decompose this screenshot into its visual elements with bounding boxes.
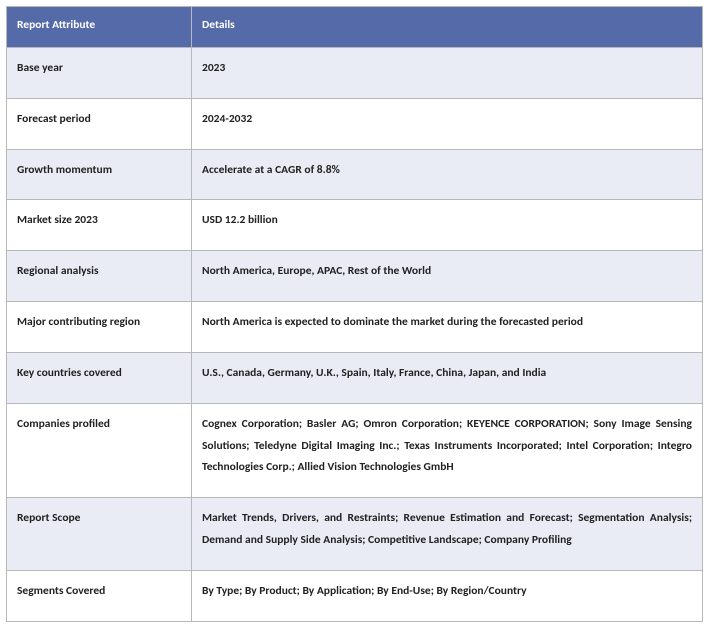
table-row: Major contributing region North America … xyxy=(7,302,703,353)
row-details: North America is expected to dominate th… xyxy=(192,302,703,353)
table-body: Base year 2023 Forecast period 2024-2032… xyxy=(7,47,703,621)
row-details: Market Trends, Drivers, and Restraints; … xyxy=(192,498,703,571)
table-row: Report Scope Market Trends, Drivers, and… xyxy=(7,498,703,571)
table-header-row: Report Attribute Details xyxy=(7,7,703,48)
row-attribute: Companies profiled xyxy=(7,403,192,498)
header-attribute: Report Attribute xyxy=(7,7,192,48)
row-details: 2024-2032 xyxy=(192,98,703,149)
table-row: Segments Covered By Type; By Product; By… xyxy=(7,570,703,621)
row-details: Accelerate at a CAGR of 8.8% xyxy=(192,149,703,200)
row-attribute: Key countries covered xyxy=(7,352,192,403)
row-attribute: Report Scope xyxy=(7,498,192,571)
row-details: U.S., Canada, Germany, U.K., Spain, Ital… xyxy=(192,352,703,403)
row-attribute: Segments Covered xyxy=(7,570,192,621)
row-attribute: Forecast period xyxy=(7,98,192,149)
row-attribute: Growth momentum xyxy=(7,149,192,200)
row-attribute: Major contributing region xyxy=(7,302,192,353)
table-row: Market size 2023 USD 12.2 billion xyxy=(7,200,703,251)
table-row: Companies profiled Cognex Corporation; B… xyxy=(7,403,703,498)
report-table: Report Attribute Details Base year 2023 … xyxy=(6,6,703,622)
table-row: Regional analysis North America, Europe,… xyxy=(7,251,703,302)
table-row: Base year 2023 xyxy=(7,47,703,98)
row-details: 2023 xyxy=(192,47,703,98)
row-details: USD 12.2 billion xyxy=(192,200,703,251)
table-row: Forecast period 2024-2032 xyxy=(7,98,703,149)
row-attribute: Regional analysis xyxy=(7,251,192,302)
row-details: Cognex Corporation; Basler AG; Omron Cor… xyxy=(192,403,703,498)
table-row: Growth momentum Accelerate at a CAGR of … xyxy=(7,149,703,200)
row-details: By Type; By Product; By Application; By … xyxy=(192,570,703,621)
row-details: North America, Europe, APAC, Rest of the… xyxy=(192,251,703,302)
row-attribute: Market size 2023 xyxy=(7,200,192,251)
row-attribute: Base year xyxy=(7,47,192,98)
header-details: Details xyxy=(192,7,703,48)
table-row: Key countries covered U.S., Canada, Germ… xyxy=(7,352,703,403)
